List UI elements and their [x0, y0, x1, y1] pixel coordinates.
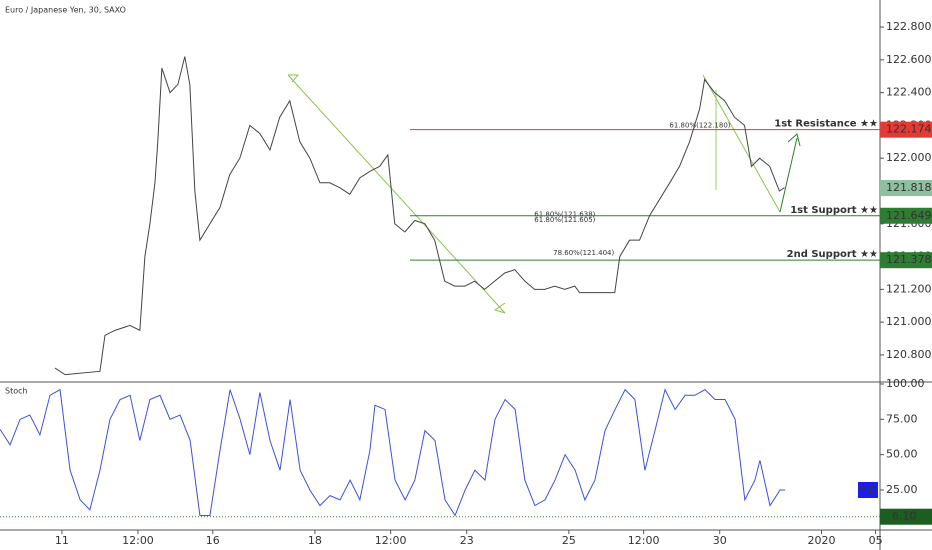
x-tick-label: 18 — [308, 534, 322, 547]
x-tick-label: 05 — [869, 534, 883, 547]
x-tick-label: 23 — [460, 534, 474, 547]
last-price-label: 121.818 — [886, 181, 932, 194]
y-tick-label: 121.200 — [886, 282, 932, 295]
fib-label: 61.80%(122.180) — [669, 122, 730, 130]
drawings — [287, 74, 801, 314]
arrow-head — [787, 133, 801, 147]
x-tick-label: 11 — [55, 534, 69, 547]
projection-arrow — [779, 137, 798, 213]
level-tag-label: 121.649 — [886, 209, 932, 222]
level-name: 1st Support ★★ — [790, 205, 878, 216]
arrow-head — [493, 302, 506, 314]
y-tick-label: 25.00 — [886, 483, 918, 496]
level-tag-label: 122.174 — [886, 123, 932, 136]
last-value-tag — [880, 508, 932, 525]
x-tick-label: 16 — [206, 534, 220, 547]
y-tick-label: 120.800 — [886, 348, 932, 361]
arrow-head — [288, 74, 300, 83]
level-tag — [880, 252, 932, 269]
y-tick-label: 121.000 — [886, 315, 932, 328]
level-tag-label: 121.378 — [886, 253, 932, 266]
fib-label: 61.80%(121.605) — [534, 216, 595, 224]
y-tick-label: 75.00 — [886, 412, 918, 425]
x-tick-label: 2020 — [808, 534, 836, 547]
fib-label: 61.80%(121.638) — [534, 211, 595, 219]
y-tick-label: 50.00 — [886, 448, 918, 461]
x-tick-label: 30 — [713, 534, 727, 547]
chart-title: Euro / Japanese Yen, 30, SAXO — [5, 6, 126, 15]
series-line — [0, 388, 786, 517]
series-line — [54, 56, 785, 376]
last-value-label: 6.10 — [892, 510, 917, 523]
level-tag — [880, 207, 932, 224]
y-tick-label: 100.00 — [886, 377, 925, 390]
x-tick-label: 12:00 — [628, 534, 660, 547]
legend-box — [858, 482, 878, 498]
y-tick-label: 122.400 — [886, 86, 932, 99]
level-name: 2nd Support ★★ — [787, 249, 878, 260]
x-tick-label: 12:00 — [122, 534, 154, 547]
trend-line — [287, 74, 506, 314]
y-tick-label: 122.600 — [886, 53, 932, 66]
level-tag — [880, 121, 932, 138]
level-name: 1st Resistance ★★ — [774, 119, 878, 130]
x-tick-label: 25 — [562, 534, 576, 547]
legend-label: %D — [859, 485, 877, 496]
y-tick-label: 122.000 — [886, 151, 932, 164]
last-price-tag — [880, 180, 932, 197]
x-tick-label: 12:00 — [375, 534, 407, 547]
y-tick-label: 122.800 — [886, 20, 932, 33]
pane-title: Stoch — [5, 387, 28, 396]
fib-label: 78.60%(121.404) — [553, 249, 614, 257]
